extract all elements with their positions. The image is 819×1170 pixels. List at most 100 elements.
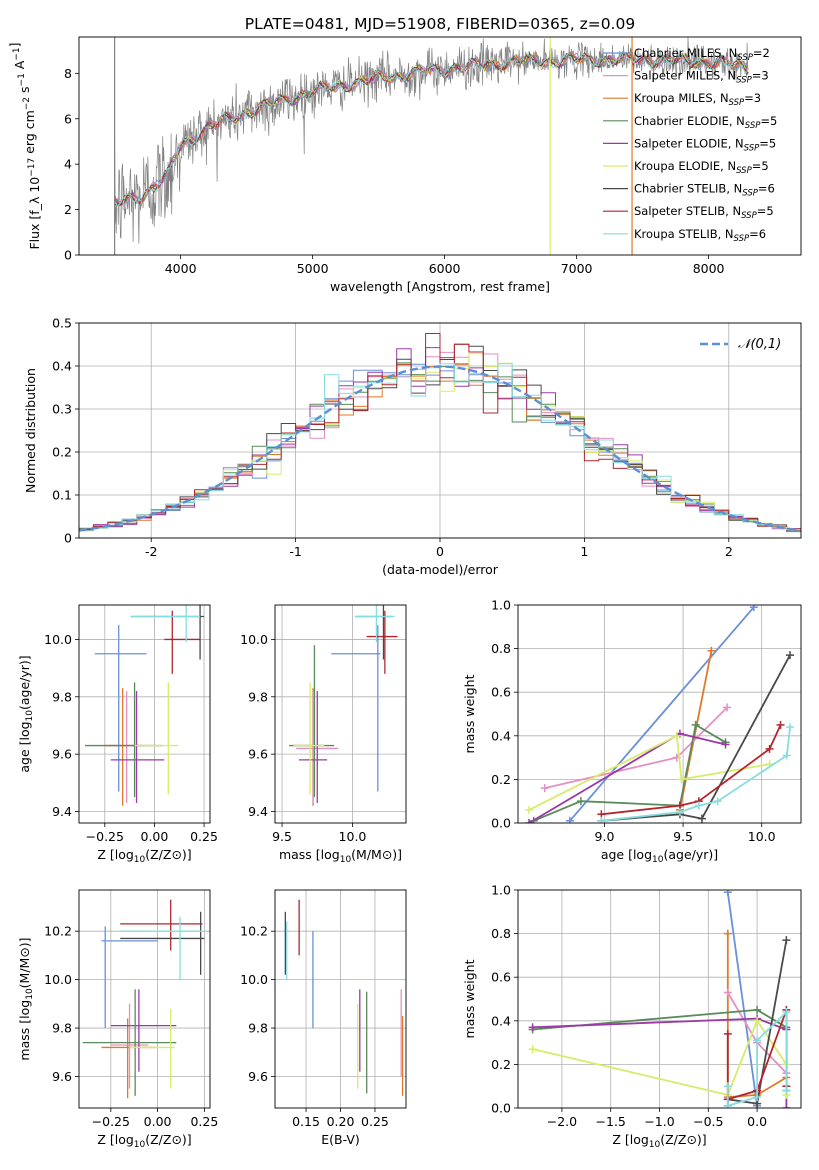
mass-weight-vs-age-point-cs bbox=[785, 651, 794, 660]
mass-vs-ebv-ytick-label: 10.2 bbox=[240, 924, 268, 939]
legend-entry-sm: Salpeter MILES, NSSP=3 bbox=[634, 69, 769, 86]
residual-hist-xlabel: (data-model)/error bbox=[382, 562, 499, 577]
mass-weight-vs-Z-series-cm bbox=[726, 892, 758, 1106]
mass-weight-vs-Z-ytick-label: 0.2 bbox=[491, 1057, 511, 1072]
mass-vs-ebv-plot-area bbox=[284, 899, 404, 1096]
residual-hist-xtick-label: -1 bbox=[289, 544, 301, 559]
mass-weight-vs-Z-point-ss bbox=[723, 1029, 732, 1038]
residual-hist-ytick-label: 0.3 bbox=[52, 402, 72, 417]
residual-hist-ytick-label: 0.4 bbox=[52, 359, 72, 374]
mass-vs-ebv-ytick-label: 10.0 bbox=[240, 972, 268, 987]
mass-weight-vs-age-ytick-label: 0.0 bbox=[491, 816, 511, 831]
mass-weight-vs-Z-xtick-label: −0.5 bbox=[693, 1114, 723, 1129]
spectrum-ytick-label: 8 bbox=[64, 66, 72, 81]
mass-weight-vs-age-point-ce bbox=[576, 797, 585, 806]
mass-weight-vs-age-ytick-label: 1.0 bbox=[491, 598, 511, 613]
spectrum-ytick-label: 2 bbox=[64, 202, 72, 217]
mass-vs-ebv-xtick-label: 0.15 bbox=[292, 1114, 320, 1129]
mass-weight-vs-age-series-cs bbox=[601, 654, 791, 822]
residual-hist-ytick-label: 0.2 bbox=[52, 445, 72, 460]
age-vs-mass-xtick-label: 10.0 bbox=[339, 829, 367, 844]
mass-vs-Z-xlabel: Z [log10(Z/Z⊙)] bbox=[97, 1132, 191, 1150]
age-vs-Z-ylabel: age [log10(age/yr)] bbox=[17, 655, 35, 772]
mass-weight-vs-Z-point-cs bbox=[782, 936, 791, 945]
mass-weight-vs-age-point-ke bbox=[672, 731, 681, 740]
legend-entry-cm: Chabrier MILES, NSSP=2 bbox=[634, 46, 770, 63]
spectrum-ytick-label: 4 bbox=[64, 157, 72, 172]
mass-vs-Z-panel: −0.25 0.00 0.25 9.6 9.8 10.0 10.2 Z [log10(Z/Z⊙… bbox=[17, 889, 218, 1150]
mass-vs-Z-frame bbox=[78, 889, 211, 1109]
mass-weight-vs-age-point-sm bbox=[540, 784, 549, 793]
mass-vs-ebv-ytick-label: 9.8 bbox=[248, 1021, 268, 1036]
mass-weight-vs-age-xtick-label: 10.0 bbox=[748, 829, 776, 844]
mass-weight-vs-age-point-ks bbox=[782, 751, 791, 760]
mass-weight-vs-age-point-ks bbox=[597, 816, 606, 823]
mass-weight-vs-Z-ytick-label: 1.0 bbox=[491, 883, 511, 898]
residual-hist-ylabel: Normed distribution bbox=[23, 368, 38, 493]
mass-weight-vs-age-xtick-label: 9.0 bbox=[595, 829, 615, 844]
mass-weight-vs-age-point-ce bbox=[691, 720, 700, 729]
mass-weight-vs-age-point-se bbox=[721, 740, 730, 749]
spectrum-xlabel: wavelength [Angstrom, rest frame] bbox=[330, 279, 550, 294]
mass-weight-vs-age-point-se bbox=[525, 819, 534, 823]
normal-curve bbox=[79, 365, 801, 532]
figure-title: PLATE=0481, MJD=51908, FIBERID=0365, z=0… bbox=[245, 15, 635, 33]
mass-weight-vs-Z-point-km bbox=[723, 929, 732, 938]
spectrum-legend: Chabrier MILES, NSSP=2 Salpeter MILES, NS… bbox=[603, 46, 777, 244]
mass-weight-vs-age-ytick-label: 0.6 bbox=[491, 685, 511, 700]
residual-hist-ytick-label: 0.1 bbox=[52, 488, 72, 503]
legend-entry-km: Kroupa MILES, NSSP=3 bbox=[634, 91, 761, 108]
age-vs-Z-ytick-label: 9.8 bbox=[52, 689, 72, 704]
mass-vs-Z-xtick-label: 0.25 bbox=[190, 1114, 218, 1129]
mass-weight-vs-Z-panel: −2.0 −1.5 −1.0 −0.5 0.0 0.0 0.2 0.4 0.6 0.8 1.0 Z [… bbox=[462, 883, 802, 1150]
spectrum-xtick-label: 4000 bbox=[165, 261, 197, 276]
mass-weight-vs-Z-point-se bbox=[528, 1023, 537, 1032]
mass-weight-vs-age-point-cm bbox=[565, 816, 574, 823]
legend-entry-ks: Kroupa STELIB, NSSP=6 bbox=[634, 227, 766, 244]
mass-weight-vs-Z-series-km bbox=[726, 933, 787, 1099]
mass-vs-Z-ytick-label: 10.2 bbox=[44, 924, 72, 939]
mass-weight-vs-age-ytick-label: 0.2 bbox=[491, 772, 511, 787]
age-vs-Z-grid bbox=[79, 605, 210, 823]
mass-weight-vs-age-point-ke bbox=[525, 805, 534, 814]
mass-weight-vs-age-series-cm bbox=[569, 606, 755, 822]
age-vs-mass-ytick-label: 9.4 bbox=[248, 804, 268, 819]
mass-weight-vs-Z-point-ks bbox=[753, 1093, 762, 1102]
mass-weight-vs-age-panel: 9.0 9.5 10.0 0.0 0.2 0.4 0.6 0.8 1.0 age [log10(a… bbox=[462, 598, 802, 865]
mass-vs-Z-ylabel: mass [log10(M/M⊙)] bbox=[17, 937, 35, 1060]
mass-vs-ebv-panel: 0.15 0.20 0.25 9.6 9.8 10.0 10.2 E(B-V) bbox=[240, 889, 407, 1147]
mass-weight-vs-age-series-ks bbox=[601, 727, 791, 822]
age-vs-Z-frame bbox=[78, 604, 211, 824]
age-vs-mass-ytick-label: 9.6 bbox=[248, 747, 268, 762]
age-vs-mass-grid bbox=[275, 605, 406, 823]
mass-weight-vs-Z-xtick-label: −2.0 bbox=[547, 1114, 577, 1129]
mass-vs-Z-xtick-label: 0.00 bbox=[144, 1114, 172, 1129]
mass-vs-Z-plot-area bbox=[82, 899, 205, 1099]
spectrum-ylabel: Flux [f_λ 10−17 erg cm−2 s−1 A−1] bbox=[7, 42, 42, 249]
age-vs-Z-panel: −0.25 0.00 0.25 9.4 9.6 9.8 10.0 Z [log10(Z/Z⊙)… bbox=[17, 604, 218, 865]
mass-weight-vs-age-point-ks bbox=[713, 797, 722, 806]
residual-hist-plot-area bbox=[79, 333, 801, 533]
mass-vs-Z-grid bbox=[79, 890, 210, 1108]
spectrum-xtick-label: 5000 bbox=[297, 261, 329, 276]
mass-weight-vs-Z-point-sm bbox=[723, 988, 732, 997]
spectrum-xtick-label: 6000 bbox=[429, 261, 461, 276]
mass-vs-ebv-grid bbox=[275, 890, 406, 1108]
residual-hist-frame bbox=[78, 322, 802, 539]
mass-weight-vs-Z-ytick-label: 0.0 bbox=[491, 1101, 511, 1116]
mass-weight-vs-age-ylabel: mass weight bbox=[462, 674, 477, 753]
mass-weight-vs-Z-point-se bbox=[782, 1104, 791, 1108]
legend-entry-ce: Chabrier ELODIE, NSSP=5 bbox=[634, 114, 777, 131]
mass-weight-vs-Z-xtick-label: −1.0 bbox=[644, 1114, 674, 1129]
mass-weight-vs-age-point-sm bbox=[723, 703, 732, 712]
mass-weight-vs-Z-point-cm bbox=[723, 890, 732, 897]
age-vs-mass-panel: 9.5 10.0 9.4 9.6 9.8 10.0 mass [log10(M/M⊙)] bbox=[240, 604, 407, 865]
mass-weight-vs-Z-ytick-label: 0.6 bbox=[491, 970, 511, 985]
age-vs-mass-ytick-label: 10.0 bbox=[240, 632, 268, 647]
mass-vs-ebv-ytick-label: 9.6 bbox=[248, 1069, 268, 1084]
spectrum-xtick-label: 8000 bbox=[693, 261, 725, 276]
spectrum-xtick-label: 7000 bbox=[561, 261, 593, 276]
mass-weight-vs-Z-point-ks bbox=[753, 1036, 762, 1045]
spectrum-ytick-label: 6 bbox=[64, 111, 72, 126]
